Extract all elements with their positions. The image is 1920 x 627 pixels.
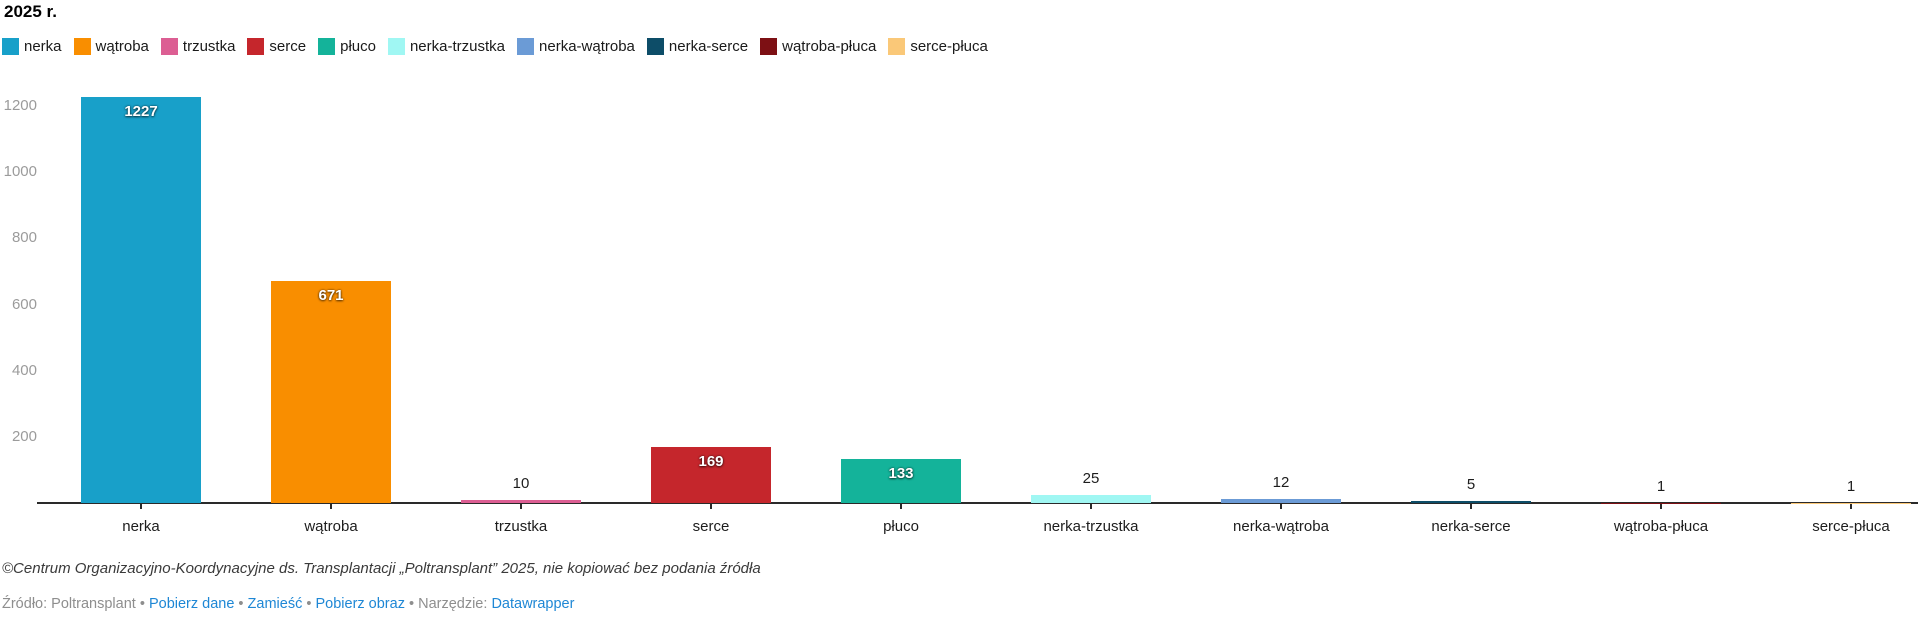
y-axis-label: 1000 <box>3 163 37 181</box>
x-axis-tick <box>1090 504 1092 509</box>
category-label-nerka: nerka <box>122 518 160 535</box>
category-label-wątroba: wątroba <box>304 518 358 535</box>
legend-item-nerka-trzustka: nerka-trzustka <box>387 38 506 55</box>
bar-trzustka <box>461 499 581 503</box>
legend-item-wątroba: wątroba <box>73 38 149 55</box>
category-label-serce: serce <box>692 518 730 535</box>
bar-value-label: 671 <box>318 287 344 305</box>
bar-nerka-trzustka <box>1031 494 1151 503</box>
bar-nerka-serce <box>1411 501 1531 503</box>
legend-swatch <box>517 38 535 55</box>
bar-value-label: 25 <box>1082 469 1100 487</box>
bar-value-label: 169 <box>698 453 724 471</box>
legend-swatch <box>73 38 91 55</box>
legend-swatch <box>247 38 265 55</box>
footer-link-1[interactable]: Pobierz dane <box>148 596 235 612</box>
category-label-płuco: płuco <box>883 518 919 535</box>
bar-nerka <box>81 97 201 503</box>
bar-serce <box>651 447 771 503</box>
category-label-nerka-trzustka: nerka-trzustka <box>1043 518 1139 535</box>
legend-label: nerka-serce <box>668 38 749 55</box>
x-axis-tick <box>1660 504 1662 509</box>
footer-tool-link[interactable]: Datawrapper <box>491 596 575 612</box>
bar-nerka-wątroba <box>1221 499 1341 503</box>
bar-wątroba-płuca <box>1601 502 1721 503</box>
legend-item-serce-płuca: serce-płuca <box>888 38 988 55</box>
legend-label: trzustka <box>182 38 236 55</box>
chart-title: 2025 r. <box>4 2 57 21</box>
legend-swatch <box>646 38 664 55</box>
footer-attribution: ©Centrum Organizacyjno-Koordynacyjne ds.… <box>2 560 761 577</box>
footer-source-line: Źródło: Poltransplant • Pobierz dane • Z… <box>2 596 574 612</box>
legend-swatch <box>888 38 906 55</box>
footer-source-label: Źródło: <box>2 596 52 612</box>
bar-value-label: 1 <box>1846 477 1856 495</box>
x-axis-tick <box>1470 504 1472 509</box>
x-axis-tick <box>1280 504 1282 509</box>
legend-item-trzustka: trzustka <box>160 38 236 55</box>
legend-item-serce: serce <box>247 38 306 55</box>
legend-swatch <box>2 38 19 55</box>
y-axis-label: 1200 <box>3 97 37 115</box>
bar-value-label: 10 <box>512 474 530 492</box>
x-axis-tick <box>710 504 712 509</box>
legend-item-nerka-wątroba: nerka-wątroba <box>517 38 635 55</box>
legend-item-wątroba-płuca: wątroba-płuca <box>760 38 876 55</box>
y-axis-label: 800 <box>11 229 37 247</box>
footer-separator: • <box>234 596 248 612</box>
footer-link-3[interactable]: Pobierz obraz <box>315 596 405 612</box>
bar-value-label: 1227 <box>124 103 158 121</box>
bar-płuco <box>841 459 961 503</box>
x-axis-tick <box>520 504 522 509</box>
y-axis-label: 600 <box>11 295 37 313</box>
bar-serce-płuca <box>1791 502 1911 503</box>
bar-value-label: 133 <box>888 465 914 483</box>
footer-tool-label: Narzędzie: <box>418 596 492 612</box>
footer-link-2[interactable]: Zamieść <box>247 596 303 612</box>
legend-label: nerka-trzustka <box>409 38 506 55</box>
y-axis-label: 200 <box>11 427 37 445</box>
chart: 200 400 600 800 1000 1200 1227 nerka 671 wątroba 1… <box>3 97 1918 535</box>
legend-label: serce <box>269 38 307 55</box>
footer-separator: • <box>404 596 419 612</box>
category-label-wątroba-płuca: wątroba-płuca <box>1613 518 1709 535</box>
legend-item-płuco: płuco <box>318 38 376 55</box>
x-axis-tick <box>900 504 902 509</box>
legend-label: nerka <box>24 38 62 55</box>
x-axis-line <box>37 502 1918 504</box>
footer-separator: • <box>302 596 316 612</box>
legend-label: płuco <box>340 38 376 55</box>
category-label-nerka-wątroba: nerka-wątroba <box>1233 518 1329 535</box>
category-label-serce-płuca: serce-płuca <box>1812 518 1890 535</box>
legend-item-nerka-serce: nerka-serce <box>646 38 749 55</box>
legend-swatch <box>318 38 336 55</box>
bar-value-label: 5 <box>1466 476 1476 494</box>
legend-swatch <box>760 38 778 55</box>
legend-label: nerka-wątroba <box>539 38 635 55</box>
category-label-trzustka: trzustka <box>494 518 548 535</box>
x-axis-tick <box>140 504 142 509</box>
bar-value-label: 12 <box>1272 474 1290 492</box>
x-axis-tick <box>1850 504 1852 509</box>
y-axis-label: 400 <box>11 361 37 379</box>
legend-swatch <box>160 38 178 55</box>
x-axis-tick <box>330 504 332 509</box>
legend-label: wątroba-płuca <box>782 38 877 55</box>
legend-swatch <box>387 38 405 55</box>
bar-wątroba <box>271 281 391 503</box>
legend-label: serce-płuca <box>910 38 988 55</box>
footer-separator: • <box>135 596 149 612</box>
legend-item-nerka: nerka <box>2 38 62 55</box>
legend: nerka wątroba trzustka serce płuco nerka-trzu… <box>2 38 988 55</box>
bar-value-label: 1 <box>1656 477 1666 495</box>
legend-label: wątroba <box>95 38 149 55</box>
footer-source-value: Poltransplant <box>51 596 136 612</box>
category-label-nerka-serce: nerka-serce <box>1431 518 1511 535</box>
